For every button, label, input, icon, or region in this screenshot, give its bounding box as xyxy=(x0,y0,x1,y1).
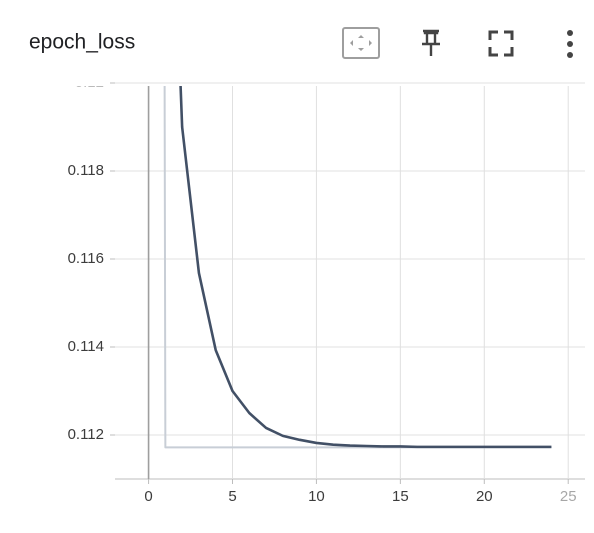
tick-labels: 0.112 0.114 0.116 0.118 0.12 0 5 10 15 20 25 xyxy=(68,74,577,505)
series-line xyxy=(163,86,552,449)
series-line xyxy=(179,86,552,449)
x-tick-label: 15 xyxy=(392,488,409,505)
x-tick-label: 5 xyxy=(228,488,236,505)
y-tick-label: 0.118 xyxy=(68,162,104,179)
y-tick-label: 0.112 xyxy=(68,426,104,443)
chart-title: epoch_loss xyxy=(29,31,135,54)
fullscreen-button[interactable] xyxy=(488,30,514,57)
grid xyxy=(110,82,585,484)
more-menu-button[interactable] xyxy=(567,30,573,58)
y-tick-label: 0.116 xyxy=(68,250,104,267)
x-tick-label: 10 xyxy=(308,488,325,505)
x-tick-label: 0 xyxy=(144,488,152,505)
x-tick-label: 20 xyxy=(476,488,493,505)
y-tick-label: 0.12 xyxy=(75,74,104,91)
x-tick-label: 25 xyxy=(560,488,577,505)
fit-domain-button[interactable] xyxy=(342,27,380,59)
pin-button[interactable] xyxy=(422,29,440,56)
plot-area xyxy=(163,86,552,449)
y-tick-label: 0.114 xyxy=(68,338,104,355)
